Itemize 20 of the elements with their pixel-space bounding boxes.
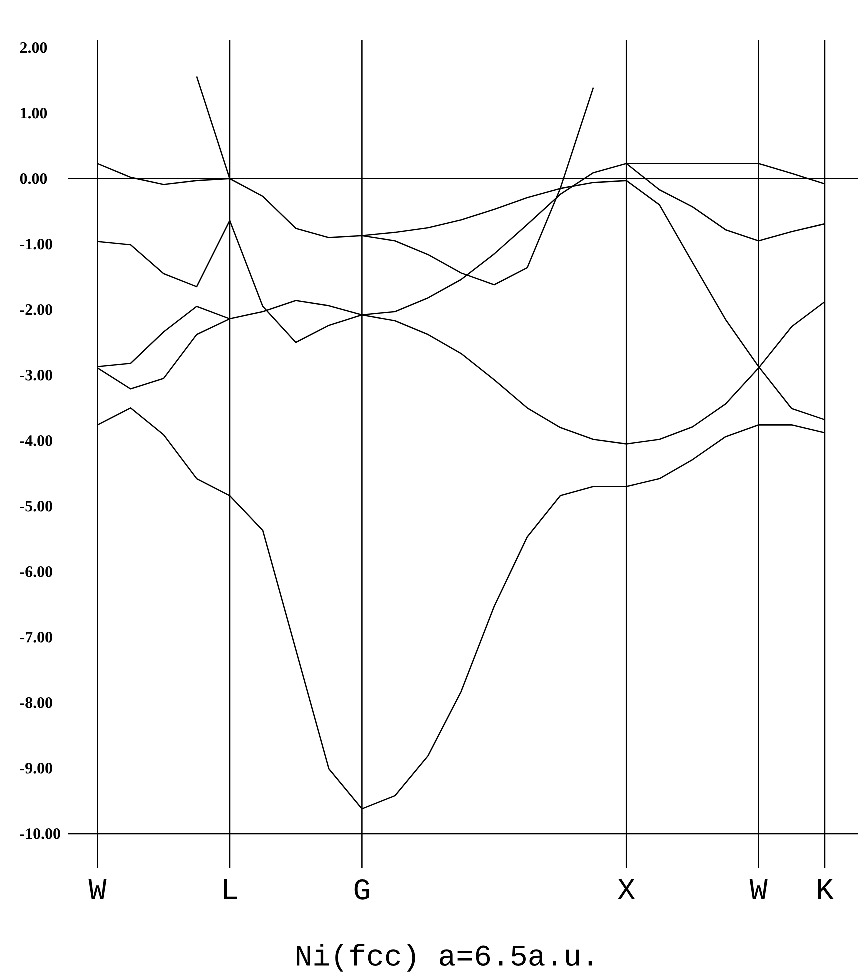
y-tick-label: -10.00	[20, 828, 60, 840]
x-tick-label: G	[354, 880, 370, 900]
y-tick-label: -1.00	[20, 238, 52, 250]
y-tick-label: -3.00	[20, 370, 52, 381]
y-tick-label: -9.00	[20, 763, 52, 774]
x-tick-label: L	[224, 880, 238, 900]
y-tick-label: -6.00	[20, 566, 52, 578]
y-tick-label: -2.00	[20, 304, 52, 316]
x-tick-label: W	[88, 880, 107, 900]
y-tick-label: -7.00	[20, 632, 52, 643]
x-tick-label: W	[750, 880, 768, 900]
x-tick-label: K	[818, 880, 834, 900]
x-axis-title: Ni(fcc) a=6.5a.u.	[297, 944, 592, 972]
y-tick-label: 1.00	[21, 108, 48, 119]
y-tick-label: 2.00	[20, 42, 48, 54]
y-tick-label: -8.00	[20, 698, 52, 708]
y-tick-label: -4.00	[20, 435, 52, 446]
x-tick-label: X	[618, 880, 636, 900]
y-tick-label: 0.00	[20, 173, 48, 184]
y-tick-label: -5.00	[20, 500, 52, 512]
